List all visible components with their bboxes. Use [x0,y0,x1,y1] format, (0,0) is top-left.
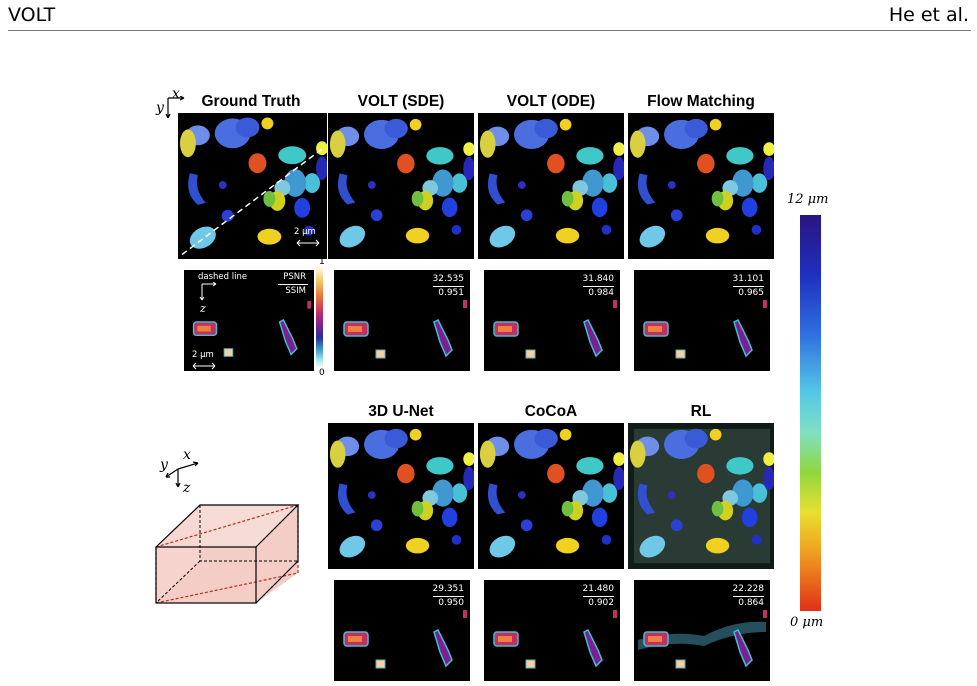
col-title-flow-matching: Flow Matching [647,93,755,110]
xz-z-label: z [200,302,206,315]
header-rule [8,30,971,31]
xz-axis-arrows-icon [199,282,217,301]
xz-panel-cocoa: 21.480 0.902 [484,580,620,681]
xz-panel-3d-unet: 29.351 0.950 [334,580,470,681]
xy-panel-cocoa [478,423,624,569]
dashed-line-label: dashed line [198,272,248,282]
xyz-axis-arrows-icon [165,461,199,488]
xz-panel-volt-sde: 32.535 0.951 [334,270,470,371]
psnr-label: PSNR [283,272,306,282]
depth-min-label: 0 μm [790,615,824,630]
xy-panel-flow-matching [628,113,774,259]
psnr-value: 29.351 [432,584,464,597]
scale-arrow-icon [296,239,320,247]
col-title-volt-ode: VOLT (ODE) [506,93,596,110]
col-title-ground-truth: Ground Truth [201,93,301,110]
xz-scale-arrow-icon [192,362,216,370]
axis3d-z-label: z [183,480,191,496]
running-header-right: He et al. [888,4,969,26]
depth-colorbar [800,215,821,611]
xz-panel-rl: 22.228 0.864 [634,580,770,681]
axis-y-label: y [156,100,164,116]
axis-x-label: x [172,86,180,102]
running-header-left: VOLT [8,4,56,26]
xy-axis-arrows-icon [165,96,185,119]
ssim-label: SSIM [285,286,306,296]
xy-panel-rl [628,423,774,569]
ssim-value: 0.864 [738,598,764,608]
psnr-value: 21.480 [582,584,614,597]
xy-panel-volt-sde [328,113,474,259]
volume-box-diagram-icon [155,504,300,604]
ssim-value: 0.902 [588,598,614,608]
col-title-volt-sde: VOLT (SDE) [357,93,445,110]
ssim-value: 0.965 [738,288,764,298]
ssim-value: 0.950 [438,598,464,608]
axis3d-x-label: x [183,447,191,463]
intensity-max-label: 1 [319,257,325,267]
psnr-value: 22.228 [732,584,764,597]
xy-panel-3d-unet [328,423,474,569]
intensity-colorbar [316,267,323,368]
intensity-min-label: 0 [319,368,325,378]
xz-scale-label: 2 μm [192,350,214,360]
col-title-3d-unet: 3D U-Net [368,403,434,420]
ssim-value: 0.984 [588,288,614,298]
depth-max-label: 12 μm [787,192,829,207]
metric-divider [278,284,308,285]
xz-panel-ground-truth: dashed line z PSNR SSIM 2 μm [184,270,314,371]
psnr-value: 31.101 [732,274,764,287]
axis3d-y-label: y [160,457,168,473]
psnr-value: 31.840 [582,274,614,287]
xy-panel-ground-truth: 2 μm [178,113,327,259]
ssim-value: 0.951 [438,288,464,298]
xz-panel-flow-matching: 31.101 0.965 [634,270,770,371]
col-title-cocoa: CoCoA [524,403,578,420]
xy-panel-volt-ode [478,113,624,259]
xz-panel-volt-ode: 31.840 0.984 [484,270,620,371]
xy-scale-label: 2 μm [294,227,316,237]
col-title-rl: RL [690,403,712,420]
psnr-value: 32.535 [432,274,464,287]
